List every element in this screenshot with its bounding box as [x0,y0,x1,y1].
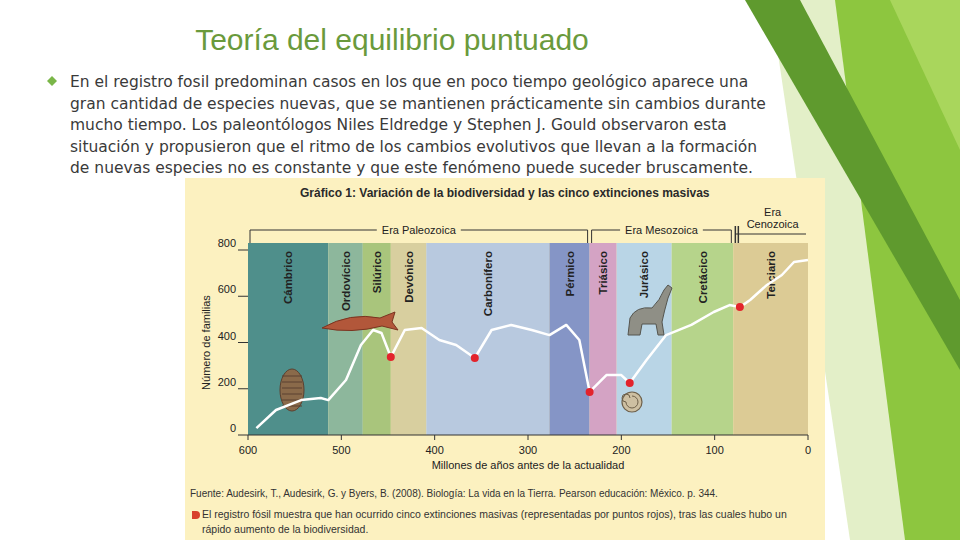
y-tick-label: 800 [218,237,236,249]
bullet-line: mucho tiempo. Los paleontólogos Niles El… [70,116,727,134]
y-tick-label: 600 [218,283,236,295]
era-label-line: Cenozoica [747,218,800,230]
extinction-point [626,379,634,387]
note-marker [192,511,200,519]
period-label: Ordovícico [340,251,352,311]
dinosaur-icon [628,285,672,335]
y-tick [238,435,248,436]
ammonite-icon [622,392,642,412]
biodiversity-line [256,260,808,428]
trilobite-segment [282,382,302,383]
x-tick [248,435,249,440]
note-line: rápido aumento de la biodiversidad. [202,523,368,535]
plot-data [256,260,808,428]
period-label: Jurásico [638,251,650,298]
x-tick-label: 100 [705,444,723,456]
x-axis-title: Millones de años antes de la actualidad [432,459,625,471]
period-band [733,243,808,435]
bullet-marker [47,76,57,86]
source-text: Fuente: Audesirk, T., Audesirk, G. y Bye… [190,488,718,499]
x-tick [528,435,529,440]
y-tick [238,296,248,297]
era-line [731,230,732,243]
period-band [328,243,363,435]
y-tick-label: 200 [218,376,236,388]
era-line [250,230,251,243]
period-band [549,243,589,435]
period-label: Terciario [765,251,777,299]
period-label: Triásico [597,251,609,294]
y-tick [238,388,248,389]
bullet-line: gran cantidad de especies nuevas, que se… [70,95,766,113]
fish-icon [322,312,398,331]
period-label: Devónico [403,251,415,303]
era-line [587,230,588,243]
era-line [591,230,592,243]
trilobite-segment [282,388,302,389]
x-tick [808,435,809,440]
x-tick-label: 200 [612,444,630,456]
era-line [592,230,620,231]
bullet-line: En el registro fosil predominan casos en… [70,73,748,91]
y-tick-label: 400 [218,330,236,342]
chart-panel [185,178,825,540]
era-label: EraCenozoica [747,206,800,230]
deco-shape [890,0,960,150]
period-label: Cámbrico [282,251,294,304]
extinction-point [736,303,744,311]
era-line [738,226,740,243]
period-band [426,243,549,435]
y-tick [238,250,248,251]
period-label: Carbonífero [482,251,494,316]
period-band [672,243,734,435]
x-tick [434,435,435,440]
y-tick-label: 0 [230,422,236,434]
period-label: Cretácico [697,251,709,303]
era-label-line: Era [764,206,782,218]
ammonite-spiral [622,394,638,408]
note-text: El registro fósil muestra que han ocurri… [202,508,787,535]
extinction-point [471,354,479,362]
period-label: Pérmico [564,251,576,296]
era-line [735,234,806,235]
bullet-text: En el registro fosil predominan casos en… [70,73,766,177]
extinction-point [586,388,594,396]
era-line [250,230,377,231]
slide-title: Teoría del equilibrio puntuado [195,23,589,56]
era-line [735,226,737,243]
slide: Teoría del equilibrio puntuado En el regi… [0,0,960,540]
period-label: Silúrico [371,251,383,293]
x-tick [341,435,342,440]
era-label: Era Mesozoica [625,224,699,236]
trilobite-segment [282,376,302,377]
x-tick-label: 500 [332,444,350,456]
x-tick [621,435,622,440]
chart-title: Gráfico 1: Variación de la biodiversidad… [300,186,710,200]
note-line: El registro fósil muestra que han ocurri… [202,508,787,520]
period-band [391,243,426,435]
y-axis-title: Número de familias [200,295,212,390]
extinction-point [387,353,395,361]
x-tick [714,435,715,440]
fossil-icons [280,285,672,412]
period-band [590,243,617,435]
era-line [461,230,588,231]
x-tick-label: 0 [805,444,811,456]
x-tick-label: 400 [425,444,443,456]
era-line [703,230,731,231]
bullet-line: situación y propusieron que el ritmo de … [70,138,757,156]
y-tick [238,342,248,343]
bullet-line: de nuevas especies no es constante y que… [70,159,753,177]
x-tick-label: 300 [519,444,537,456]
trilobite-segment [282,394,302,395]
era-label: Era Paleozoica [382,224,457,236]
x-tick-label: 600 [239,444,257,456]
